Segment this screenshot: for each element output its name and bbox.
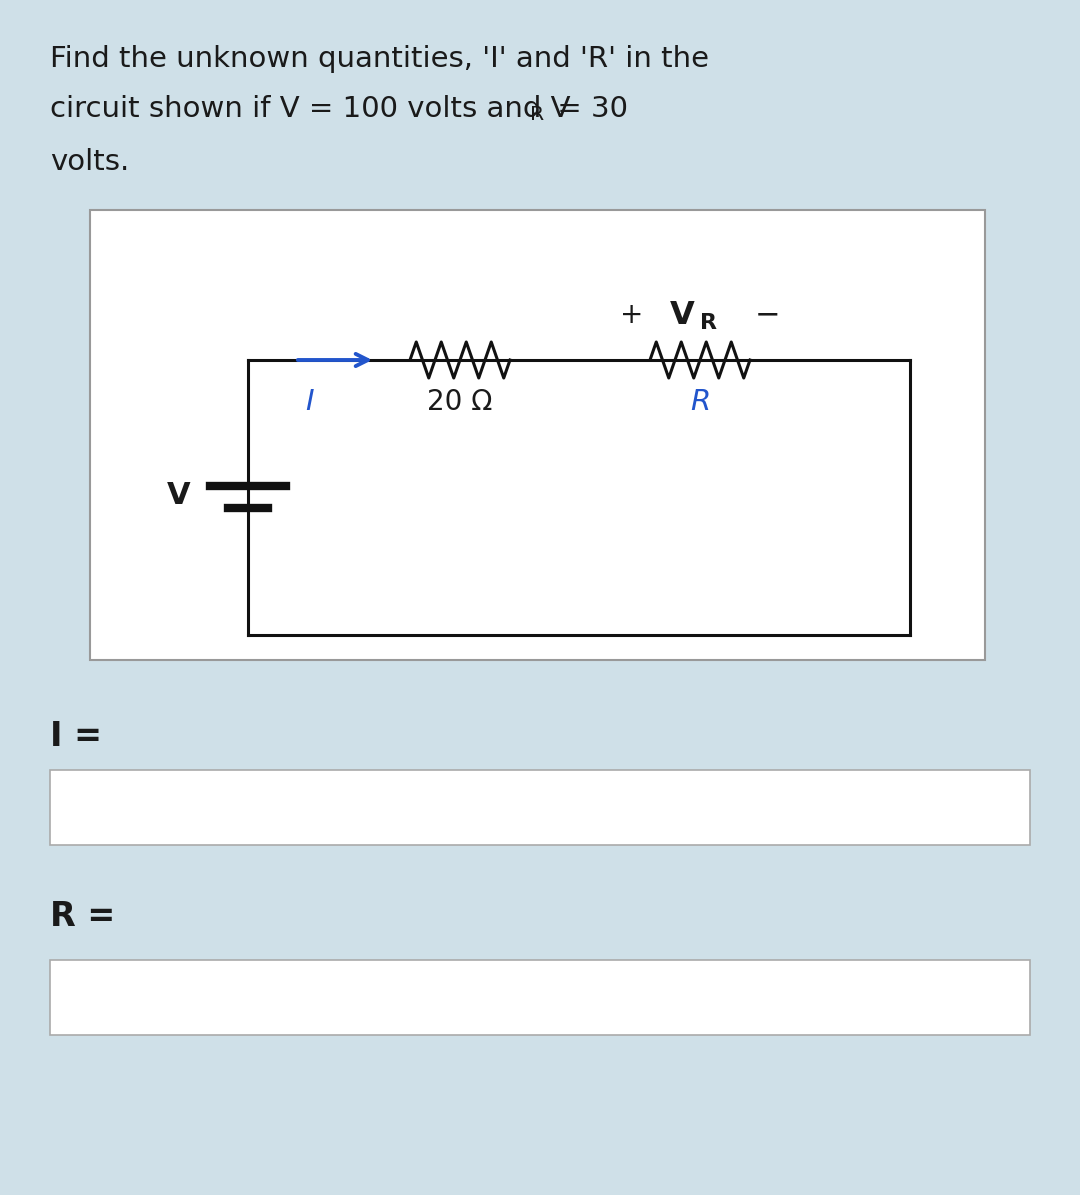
Text: V: V [670,300,694,331]
Text: volts.: volts. [50,148,130,176]
Text: V: V [166,482,190,510]
Text: circuit shown if V = 100 volts and V: circuit shown if V = 100 volts and V [50,94,570,123]
Bar [50,960,1030,1035]
Text: 20 Ω: 20 Ω [428,388,492,416]
Text: R: R [690,388,711,416]
Text: R: R [530,105,544,124]
Text: I =: I = [50,721,102,753]
Text: I: I [306,388,314,416]
Bar [50,770,1030,845]
Bar [90,210,985,660]
Text: +: + [620,301,644,329]
Text: Find the unknown quantities, 'I' and 'R' in the: Find the unknown quantities, 'I' and 'R'… [50,45,708,73]
Text: R: R [700,313,716,333]
Text: −: − [755,300,781,330]
Text: = 30: = 30 [548,94,627,123]
Text: R =: R = [50,900,116,933]
